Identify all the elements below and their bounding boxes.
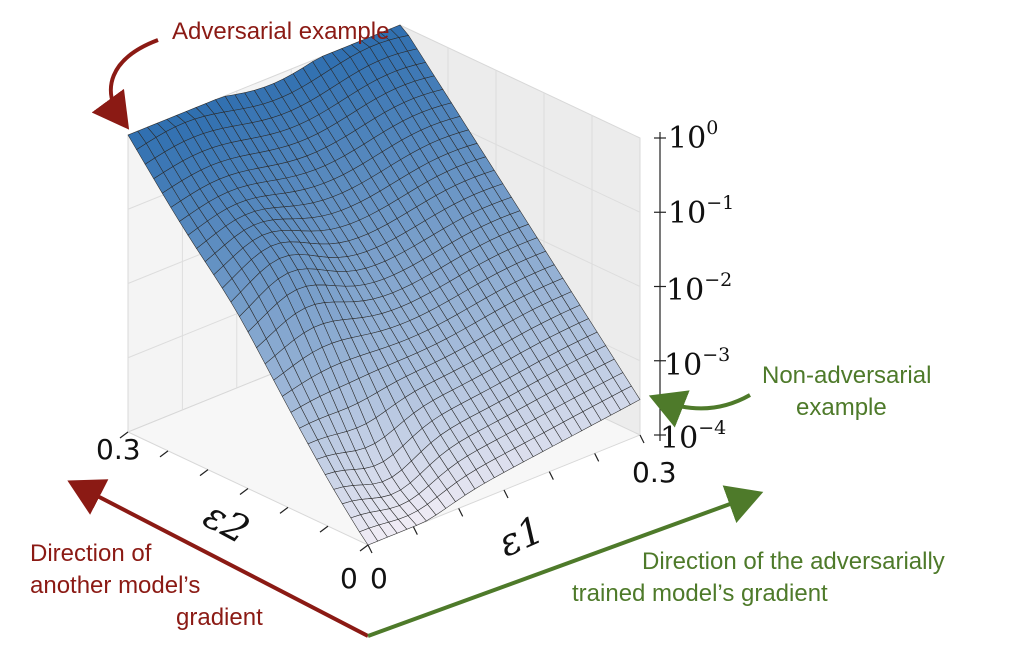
non-adversarial-pointer-arrow [648,390,751,428]
x-tick-mark [412,526,418,535]
z-tick-label-1: 10−1 [668,192,734,231]
non-adversarial-annotation-line1: Non-adversarial [762,362,932,389]
y-axis-label: ε2 [197,493,257,553]
red-direction-arrow [67,479,369,638]
x-tick-mark [548,471,554,480]
x-tick-mark [367,544,373,554]
adv-trained-annotation-line1: Direction of the adversarially [642,548,945,575]
x-tick-mark [458,508,464,517]
y-tick-mark [319,525,329,533]
surface-facet [359,527,379,546]
x-tick-label-min: 0 [370,562,388,595]
z-tick-label-3: 10−3 [664,344,730,383]
x-tick-label-max: 0.3 [632,456,677,489]
another-model-annotation-line1: Direction of [30,540,152,567]
surface-mesh [127,24,641,546]
green-direction-arrow [367,485,764,638]
z-tick-label-2: 10−2 [666,269,732,308]
adversarial-pointer-arrow [91,38,159,130]
axis-ticks [119,132,666,554]
x-tick-mark [503,489,509,499]
z-tick-label-0: 100 [668,117,718,156]
x-tick-mark [639,434,645,444]
adv-trained-annotation-line2: trained model’s gradient [572,580,828,607]
another-model-annotation-line2: another model’s [30,572,201,599]
another-model-annotation-line3: gradient [176,604,263,631]
adversarial-example-annotation: Adversarial example [172,18,390,45]
y-tick-mark [199,469,209,477]
y-tick-mark [359,544,369,552]
non-adversarial-annotation-line2: example [796,394,887,421]
y-tick-mark [159,450,169,458]
y-tick-mark [239,488,249,495]
y-tick-mark [279,506,289,514]
x-tick-mark [594,453,600,462]
z-tick-label-4: 10−4 [660,417,726,456]
y-tick-label-max: 0.3 [96,433,141,466]
y-tick-label-min: 0 [340,562,358,595]
y-tick-mark [119,431,129,439]
x-axis-label: ε1 [492,507,551,565]
